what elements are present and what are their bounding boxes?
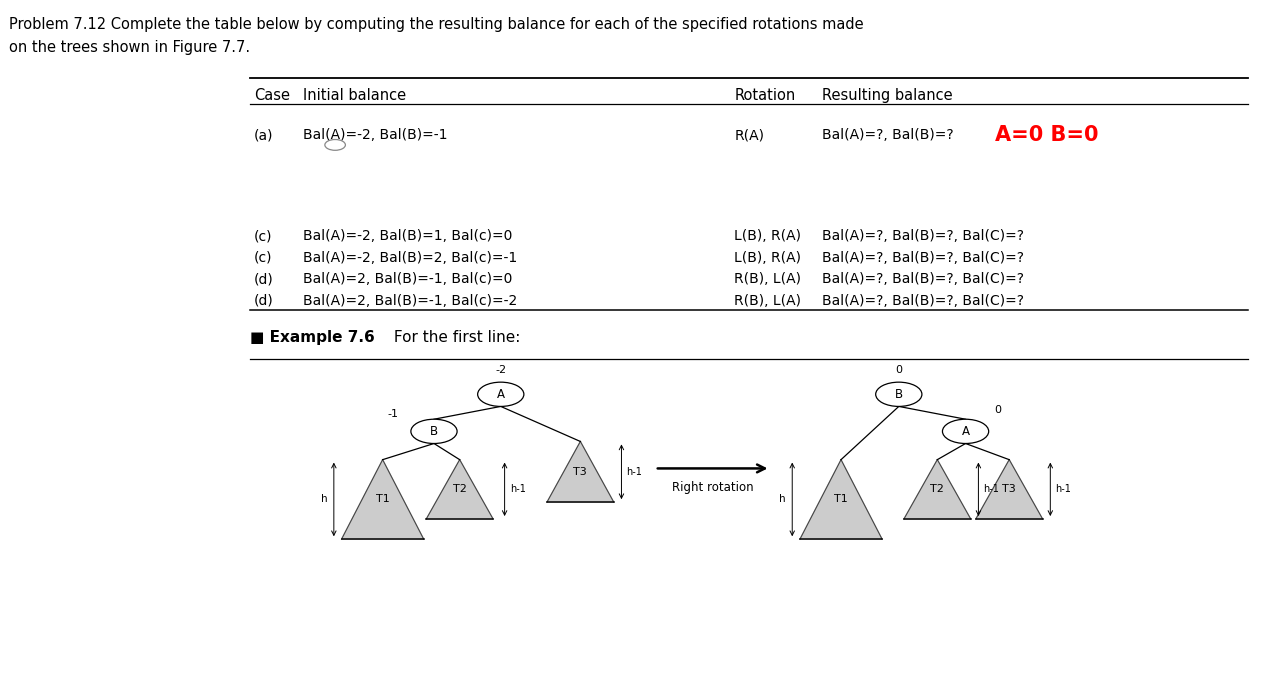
Text: (d): (d)	[254, 294, 273, 308]
Text: R(B), L(A): R(B), L(A)	[734, 272, 801, 286]
Text: Bal(A)=2, Bal(B)=-1, Bal(c)=0: Bal(A)=2, Bal(B)=-1, Bal(c)=0	[303, 272, 512, 286]
Text: h-1: h-1	[984, 485, 999, 494]
Text: Problem 7.12 Complete the table below by computing the resulting balance for eac: Problem 7.12 Complete the table below by…	[9, 17, 864, 32]
Text: Right rotation: Right rotation	[672, 481, 754, 493]
Circle shape	[411, 419, 457, 443]
Text: (c): (c)	[254, 251, 272, 265]
Polygon shape	[904, 460, 971, 519]
Text: Bal(A)=2, Bal(B)=-1, Bal(c)=-2: Bal(A)=2, Bal(B)=-1, Bal(c)=-2	[303, 294, 517, 308]
Text: Bal(A)=-2, Bal(B)=2, Bal(c)=-1: Bal(A)=-2, Bal(B)=2, Bal(c)=-1	[303, 251, 517, 265]
Text: (a): (a)	[254, 128, 273, 142]
Text: h: h	[779, 495, 786, 504]
Text: L(B), R(A): L(B), R(A)	[734, 229, 801, 243]
Text: Bal(A)=-2, Bal(B)=1, Bal(c)=0: Bal(A)=-2, Bal(B)=1, Bal(c)=0	[303, 229, 512, 243]
Text: Resulting balance: Resulting balance	[822, 88, 953, 102]
Text: Bal(A)=-2, Bal(B)=-1: Bal(A)=-2, Bal(B)=-1	[303, 128, 448, 142]
Text: Bal(A)=?, Bal(B)=?: Bal(A)=?, Bal(B)=?	[822, 128, 954, 142]
Polygon shape	[342, 460, 424, 539]
Text: Bal(A)=?, Bal(B)=?, Bal(C)=?: Bal(A)=?, Bal(B)=?, Bal(C)=?	[822, 272, 1023, 286]
Text: h-1: h-1	[627, 467, 642, 477]
Text: -1: -1	[386, 409, 398, 419]
Text: Bal(A)=?, Bal(B)=?, Bal(C)=?: Bal(A)=?, Bal(B)=?, Bal(C)=?	[822, 251, 1023, 265]
Text: -2: -2	[496, 365, 506, 375]
Polygon shape	[800, 460, 882, 539]
Text: 0: 0	[994, 405, 1000, 415]
Text: For the first line:: For the first line:	[389, 330, 520, 345]
Text: on the trees shown in Figure 7.7.: on the trees shown in Figure 7.7.	[9, 40, 250, 55]
Text: Bal(A)=?, Bal(B)=?, Bal(C)=?: Bal(A)=?, Bal(B)=?, Bal(C)=?	[822, 294, 1023, 308]
Text: A=0 B=0: A=0 B=0	[995, 125, 1099, 145]
Text: Case: Case	[254, 88, 290, 102]
Text: R(B), L(A): R(B), L(A)	[734, 294, 801, 308]
Text: R(A): R(A)	[734, 128, 764, 142]
Text: T3: T3	[574, 467, 587, 477]
Polygon shape	[976, 460, 1043, 519]
Text: 0: 0	[895, 365, 903, 375]
Text: (c): (c)	[254, 229, 272, 243]
Text: ■ Example 7.6: ■ Example 7.6	[250, 330, 375, 345]
Text: Rotation: Rotation	[734, 88, 796, 102]
Text: h-1: h-1	[1055, 485, 1071, 494]
Text: Initial balance: Initial balance	[303, 88, 406, 102]
Text: T1: T1	[835, 495, 847, 504]
Text: T1: T1	[376, 495, 389, 504]
Text: T2: T2	[931, 485, 944, 494]
Text: A: A	[962, 425, 969, 438]
Polygon shape	[426, 460, 493, 519]
Text: Bal(A)=?, Bal(B)=?, Bal(C)=?: Bal(A)=?, Bal(B)=?, Bal(C)=?	[822, 229, 1023, 243]
Circle shape	[942, 419, 989, 443]
Text: T2: T2	[453, 485, 466, 494]
Circle shape	[478, 382, 524, 406]
Circle shape	[876, 382, 922, 406]
Text: h: h	[321, 495, 327, 504]
Text: B: B	[895, 388, 903, 401]
Text: L(B), R(A): L(B), R(A)	[734, 251, 801, 265]
Text: h-1: h-1	[510, 485, 525, 494]
Polygon shape	[547, 441, 614, 502]
Text: T3: T3	[1003, 485, 1016, 494]
Text: B: B	[430, 425, 438, 438]
Text: A: A	[497, 388, 505, 401]
Text: (d): (d)	[254, 272, 273, 286]
